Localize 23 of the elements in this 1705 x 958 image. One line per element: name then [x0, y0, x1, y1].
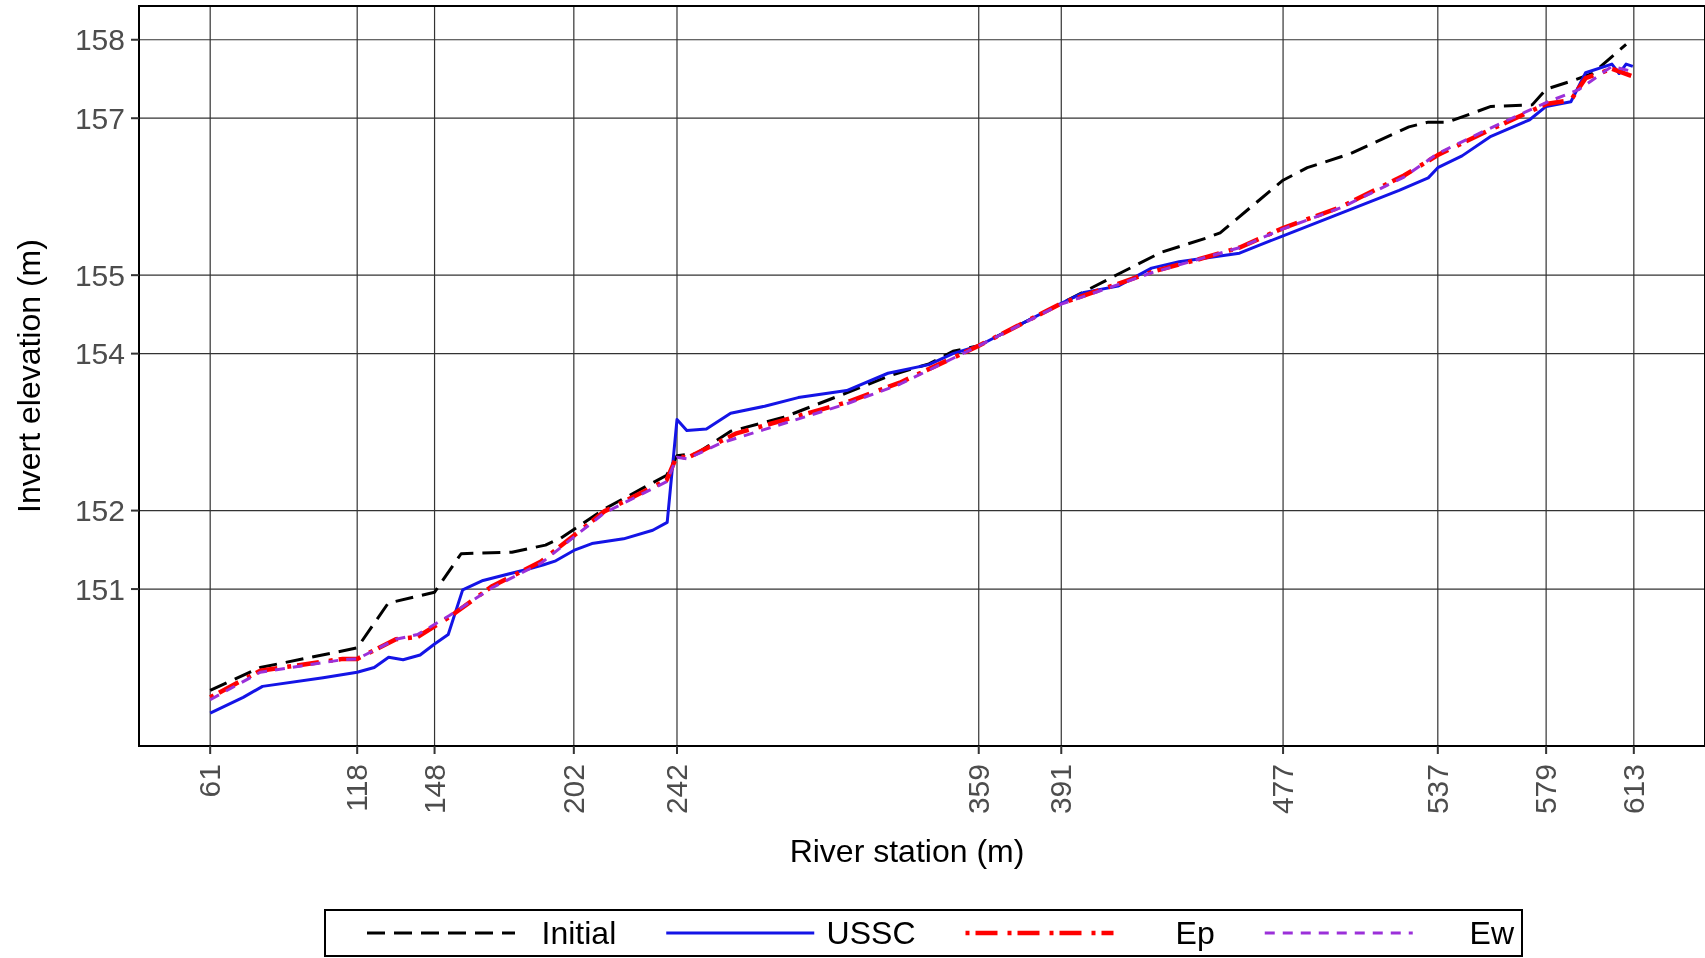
- x-axis-title: River station (m): [789, 833, 1025, 869]
- x-tick-label: 477: [1266, 764, 1300, 815]
- x-tick-label: 537: [1420, 764, 1454, 815]
- x-tick-label: 391: [1044, 764, 1078, 815]
- x-tick-label: 202: [556, 764, 590, 815]
- y-tick-label: 157: [74, 101, 125, 135]
- y-tick-label: 155: [74, 258, 125, 292]
- y-tick-label: 152: [74, 494, 125, 528]
- legend-label: Initial: [541, 915, 617, 952]
- x-tick-label: 613: [1616, 764, 1650, 815]
- y-tick-label: 151: [74, 572, 125, 606]
- x-tick-label: 242: [659, 764, 693, 815]
- y-tick-label: 154: [74, 337, 125, 371]
- x-tick-label: 61: [193, 764, 227, 798]
- legend-label: Ew: [1469, 915, 1515, 952]
- legend-label: USSC: [826, 915, 916, 952]
- legend-label: Ep: [1175, 915, 1215, 952]
- y-tick-label: 158: [74, 23, 125, 57]
- x-tick-label: 579: [1529, 764, 1563, 815]
- x-tick-label: 118: [340, 764, 374, 812]
- x-tick-label: 148: [417, 764, 451, 815]
- y-axis-title: Invert elevation (m): [11, 239, 47, 513]
- x-tick-label: 359: [961, 764, 995, 815]
